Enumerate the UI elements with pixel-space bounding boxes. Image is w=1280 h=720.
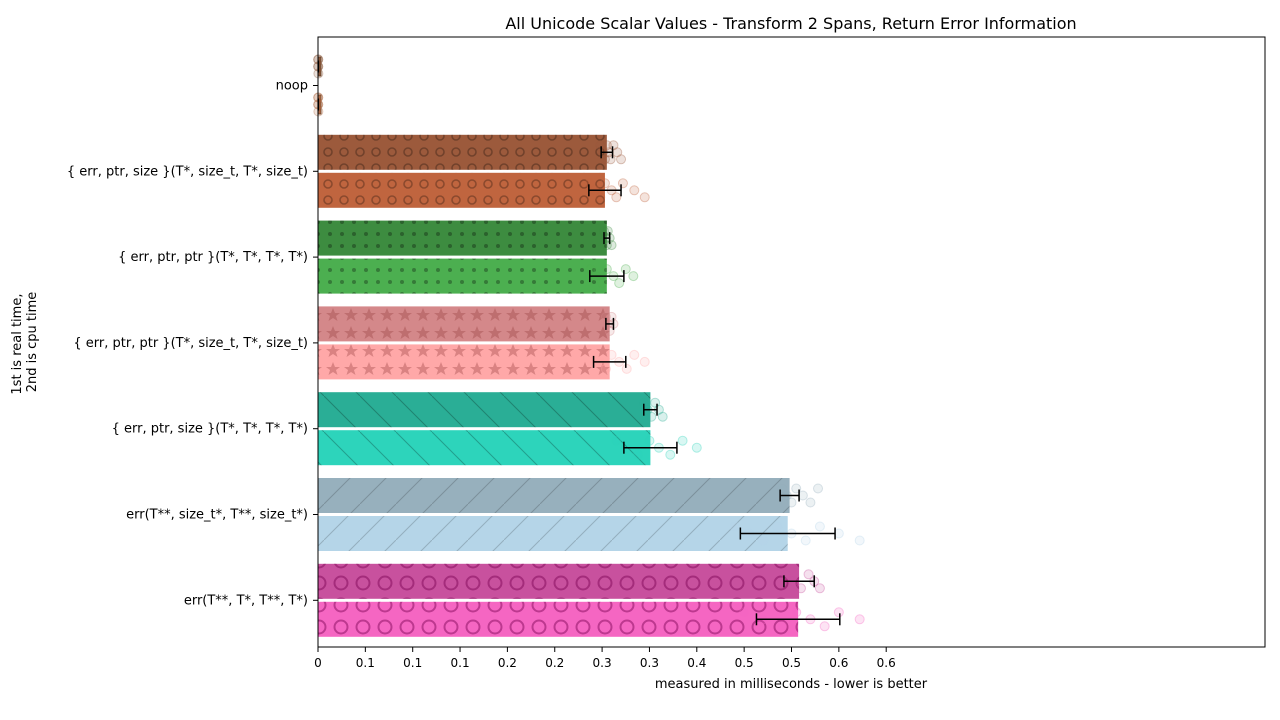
- bar-cpu-pattern: [318, 258, 607, 294]
- scatter-point-cpu: [639, 356, 650, 367]
- x-tick-label: 0.3: [640, 656, 659, 670]
- scatter-point-cpu: [677, 435, 688, 446]
- y-tick-label: { err, ptr, ptr }(T*, T*, T*, T*): [118, 250, 308, 265]
- scatter-point-cpu: [597, 278, 608, 289]
- chart-title: All Unicode Scalar Values - Transform 2 …: [505, 14, 1076, 33]
- scatter-point-cpu: [629, 349, 640, 360]
- scatter-point-cpu: [639, 192, 650, 203]
- scatter-point-real: [616, 154, 627, 165]
- scatter-point-real: [599, 154, 610, 165]
- y-axis-label-line-2: 2nd is cpu time: [25, 292, 40, 393]
- x-tick-label: 0.1: [356, 656, 375, 670]
- scatter-point-real: [814, 583, 825, 594]
- x-tick-label: 0.6: [829, 656, 848, 670]
- bar-real-pattern: [318, 134, 607, 170]
- scatter-point-real: [657, 411, 668, 422]
- x-tick-label: 0.3: [593, 656, 612, 670]
- scatter-point-cpu: [585, 264, 596, 275]
- bar-real-pattern: [318, 392, 651, 428]
- scatter-point-cpu: [621, 363, 632, 374]
- scatter-point-real: [608, 140, 619, 151]
- x-tick-label: 0.5: [782, 656, 801, 670]
- x-tick-label: 0.5: [735, 656, 754, 670]
- scatter-point-real: [646, 411, 657, 422]
- bar-real-pattern: [318, 563, 800, 599]
- scatter-point-cpu: [729, 521, 740, 532]
- scatter-point-cpu: [599, 178, 610, 189]
- scatter-point-cpu: [617, 178, 628, 189]
- scatter-point-cpu: [611, 192, 622, 203]
- y-axis: noop { err, ptr, size }(T*, size_t, T*, s…: [67, 79, 318, 608]
- x-tick-label: 0.1: [403, 656, 422, 670]
- scatter-point-cpu: [791, 607, 802, 618]
- scatter-point-cpu: [589, 349, 600, 360]
- x-tick-label: 0.4: [687, 656, 706, 670]
- scatter-point-cpu: [600, 363, 611, 374]
- bar-cpu-pattern: [318, 430, 651, 466]
- scatter-point-real: [786, 497, 797, 508]
- y-tick-label: err(T**, size_t*, T**, size_t*): [126, 508, 308, 523]
- y-tick-label: err(T**, T*, T**, T*): [184, 593, 308, 608]
- bar-cpu-pattern: [318, 344, 610, 380]
- bar-real-pattern: [318, 478, 790, 513]
- scatter-point-cpu: [739, 607, 750, 618]
- scatter-point-cpu: [601, 264, 612, 275]
- y-tick-label: { err, ptr, size }(T*, size_t, T*, size_…: [67, 164, 308, 179]
- x-axis: 0 0.1 0.1 0.1 0.2 0.2 0.3 0.3 0.4 0.5 0.5 0.6 0.6: [314, 647, 896, 670]
- scatter-point-cpu: [800, 535, 811, 546]
- scatter-point-real: [595, 140, 606, 151]
- scatter-point-real: [604, 325, 615, 336]
- scatter-point-cpu: [628, 271, 639, 282]
- y-axis-label: 1st is real time, 2nd is cpu time: [10, 289, 40, 394]
- scatter-point-cpu: [614, 278, 625, 289]
- scatter-point-real: [780, 569, 791, 580]
- scatter-point-cpu: [814, 521, 825, 532]
- y-tick-label: { err, ptr, size }(T*, T*, T*, T*): [112, 422, 308, 437]
- y-tick-label: { err, ptr, ptr }(T*, size_t, T*, size_t…: [73, 336, 308, 351]
- scatter-point-real: [795, 583, 806, 594]
- scatter-point-cpu: [633, 449, 644, 460]
- scatter-point-cpu: [854, 614, 865, 625]
- bar-real-pattern: [318, 220, 607, 256]
- scatter-point-cpu: [833, 607, 844, 618]
- scatter-point-cpu: [611, 435, 622, 446]
- x-tick-label: 0.1: [451, 656, 470, 670]
- x-tick-label: 0.2: [545, 656, 564, 670]
- scatter-point-real: [601, 140, 612, 151]
- scatter-point-real: [606, 240, 617, 251]
- y-tick-label: noop: [276, 79, 308, 94]
- bar-cpu-pattern: [318, 601, 799, 637]
- scatter-point-real: [803, 569, 814, 580]
- scatter-point-real: [813, 483, 824, 494]
- scatter-point-cpu: [644, 435, 655, 446]
- scatter-point-real: [805, 497, 816, 508]
- x-tick-label: 0.6: [877, 656, 896, 670]
- scatter-point-cpu: [620, 264, 631, 275]
- scatter-point-cpu: [665, 449, 676, 460]
- x-axis-label: measured in milliseconds - lower is bett…: [655, 677, 928, 692]
- scatter-point-cpu: [595, 192, 606, 203]
- bar-cpu-pattern: [318, 516, 788, 551]
- scatter-point-cpu: [606, 349, 617, 360]
- scatter-point-cpu: [758, 535, 769, 546]
- x-tick-label: 0.2: [498, 656, 517, 670]
- scatter-point-cpu: [777, 621, 788, 632]
- scatter-point-cpu: [691, 442, 702, 453]
- scatter-point-real: [605, 154, 616, 165]
- scatter-point-cpu: [629, 185, 640, 196]
- scatter-point-cpu: [854, 535, 865, 546]
- plot-area: [313, 54, 865, 637]
- scatter-point-cpu: [772, 521, 783, 532]
- bar-cpu-pattern: [318, 172, 605, 208]
- y-axis-label-line-1: 1st is real time,: [10, 294, 25, 395]
- bar-real-pattern: [318, 306, 610, 342]
- plot-frame: [317, 36, 1266, 648]
- scatter-point-cpu: [584, 178, 595, 189]
- x-tick-label: 0: [314, 656, 322, 670]
- scatter-point-cpu: [819, 621, 830, 632]
